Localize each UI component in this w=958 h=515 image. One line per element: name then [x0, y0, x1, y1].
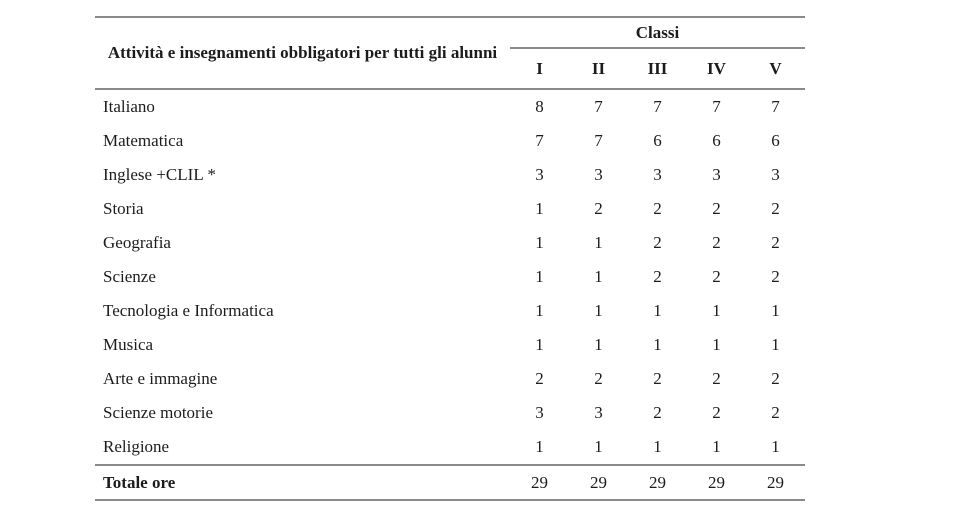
hours-cell: 2: [653, 369, 662, 388]
table-header: Attività e insegnamenti obbligatori per …: [95, 16, 805, 90]
hours-cell: 1: [594, 301, 603, 320]
hours-cell: 1: [771, 301, 780, 320]
hours-cell: 1: [594, 267, 603, 286]
hours-cell: 1: [653, 335, 662, 354]
subject-cell: Scienze: [103, 267, 156, 286]
hours-cell: 7: [712, 97, 721, 116]
hours-cell: 2: [594, 199, 603, 218]
table-header-row-group: Attività e insegnamenti obbligatori per …: [95, 16, 805, 90]
class-column-header-5: V: [746, 48, 805, 90]
hours-cell: 1: [594, 335, 603, 354]
hours-cell: 1: [687, 430, 746, 466]
classes-group-header: Classi: [510, 16, 805, 49]
subject-column-header: Attività e insegnamenti obbligatori per …: [95, 16, 510, 90]
hours-cell: 2: [771, 199, 780, 218]
hours-cell: 1: [569, 430, 628, 466]
hours-cell: 3: [594, 403, 603, 422]
hours-cell: 2: [712, 369, 721, 388]
subject-cell: Religione: [95, 430, 510, 466]
hours-cell: 2: [712, 403, 721, 422]
subject-cell: Inglese +CLIL *: [103, 165, 216, 184]
subject-cell: Arte e immagine: [103, 369, 218, 388]
hours-cell: 2: [771, 403, 780, 422]
hours-cell: 1: [535, 301, 544, 320]
table-row: Musica 1 1 1 1 1: [95, 328, 805, 362]
table-row: Storia 1 2 2 2 2: [95, 192, 805, 226]
hours-cell: 2: [653, 233, 662, 252]
hours-cell: 1: [746, 430, 805, 466]
subject-cell: Italiano: [103, 97, 155, 116]
hours-cell: 7: [653, 97, 662, 116]
subject-cell: Geografia: [103, 233, 171, 252]
hours-cell: 1: [594, 233, 603, 252]
hours-cell: 2: [771, 267, 780, 286]
table-row: Arte e immagine 2 2 2 2 2: [95, 362, 805, 396]
class-column-header-2: II: [569, 48, 628, 90]
hours-cell: 1: [535, 233, 544, 252]
hours-cell: 2: [771, 369, 780, 388]
hours-cell: 3: [653, 165, 662, 184]
hours-cell: 7: [594, 131, 603, 150]
subject-cell: Matematica: [103, 131, 184, 150]
hours-cell: 3: [771, 165, 780, 184]
total-value: 29: [746, 465, 805, 501]
hours-cell: 3: [712, 165, 721, 184]
hours-cell: 1: [771, 335, 780, 354]
subject-cell: Scienze motorie: [103, 403, 213, 422]
hours-cell: 6: [653, 131, 662, 150]
table-row: Matematica 7 7 6 6 6: [95, 124, 805, 158]
hours-cell: 1: [628, 430, 687, 466]
hours-cell: 3: [535, 403, 544, 422]
hours-cell: 1: [535, 335, 544, 354]
total-value: 29: [628, 465, 687, 501]
hours-cell: 2: [771, 233, 780, 252]
hours-cell: 2: [535, 369, 544, 388]
hours-cell: 7: [771, 97, 780, 116]
hours-cell: 7: [535, 131, 544, 150]
hours-cell: 3: [594, 165, 603, 184]
total-label: Totale ore: [95, 465, 510, 501]
table-row: Geografia 1 1 2 2 2: [95, 226, 805, 260]
hours-cell: 2: [594, 369, 603, 388]
total-value: 29: [510, 465, 569, 501]
hours-cell: 8: [535, 97, 544, 116]
subject-cell: Tecnologia e Informatica: [103, 301, 274, 320]
curriculum-hours-table: Attività e insegnamenti obbligatori per …: [95, 16, 805, 501]
total-value: 29: [687, 465, 746, 501]
hours-cell: 2: [653, 267, 662, 286]
hours-cell: 1: [510, 430, 569, 466]
hours-cell: 2: [712, 199, 721, 218]
class-column-header-3: III: [628, 48, 687, 90]
hours-cell: 2: [712, 233, 721, 252]
table-body: Italiano 8 7 7 7 7 Matematica 7 7 6 6 6 …: [95, 89, 805, 466]
hours-cell: 2: [653, 199, 662, 218]
hours-cell: 7: [594, 97, 603, 116]
hours-cell: 6: [712, 131, 721, 150]
table-row: Italiano 8 7 7 7 7: [95, 89, 805, 124]
hours-cell: 1: [535, 267, 544, 286]
hours-cell: 2: [653, 403, 662, 422]
table-row: Scienze motorie 3 3 2 2 2: [95, 396, 805, 430]
hours-cell: 2: [712, 267, 721, 286]
subject-cell: Musica: [103, 335, 154, 354]
hours-cell: 6: [771, 131, 780, 150]
hours-cell: 1: [653, 301, 662, 320]
total-value: 29: [569, 465, 628, 501]
hours-cell: 3: [535, 165, 544, 184]
table-row: Inglese +CLIL * 3 3 3 3 3: [95, 158, 805, 192]
table-row: Religione 1 1 1 1 1: [95, 430, 805, 466]
table-row: Scienze 1 1 2 2 2: [95, 260, 805, 294]
subject-cell: Storia: [103, 199, 144, 218]
class-column-header-1: I: [510, 48, 569, 90]
table-footer: Totale ore 29 29 29 29 29: [95, 465, 805, 501]
table-header-row-classes: I II III IV V: [95, 48, 805, 90]
hours-cell: 1: [535, 199, 544, 218]
total-row: Totale ore 29 29 29 29 29: [95, 465, 805, 501]
table-row: Tecnologia e Informatica 1 1 1 1 1: [95, 294, 805, 328]
hours-cell: 1: [712, 301, 721, 320]
class-column-header-4: IV: [687, 48, 746, 90]
hours-cell: 1: [712, 335, 721, 354]
